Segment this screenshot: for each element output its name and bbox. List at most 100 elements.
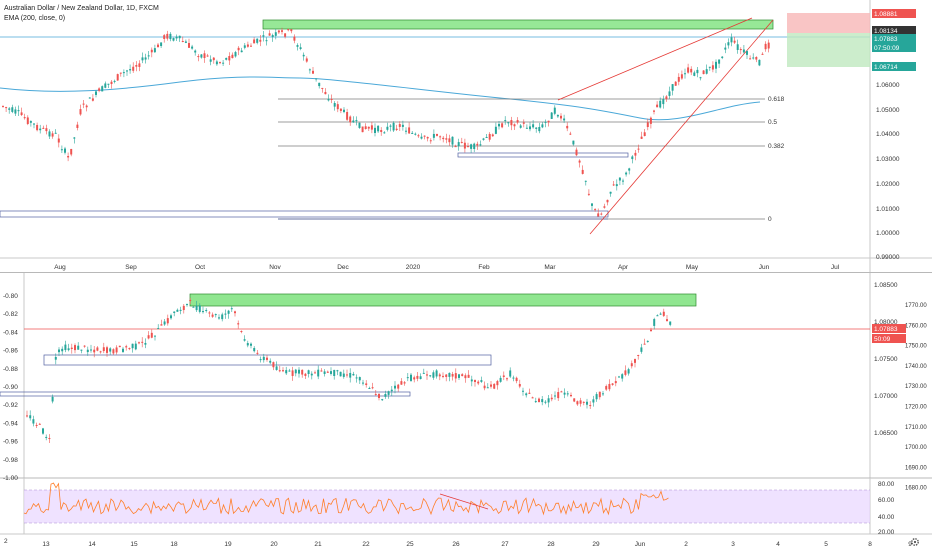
- candle-body: [674, 81, 677, 86]
- candle-body: [445, 138, 448, 140]
- right-axis-label: 1730.00: [905, 384, 927, 390]
- candle-body: [355, 120, 358, 122]
- candle-body: [73, 137, 76, 139]
- candle-body: [665, 96, 668, 99]
- candle-body: [70, 347, 73, 349]
- candle-body: [54, 356, 57, 360]
- candle-body: [96, 347, 99, 351]
- candle-body: [575, 149, 578, 156]
- candle-body: [386, 126, 389, 130]
- candle-body: [79, 109, 82, 115]
- candle-body: [490, 384, 492, 387]
- candle-body: [110, 81, 113, 85]
- rsi-axis-label: 40.00: [878, 514, 895, 521]
- fib-level-label: 0.618: [768, 96, 785, 103]
- candle-body: [687, 67, 690, 73]
- candle-body: [544, 401, 547, 403]
- candle-body: [144, 57, 147, 60]
- secondary-chart-svg[interactable]: -0.80 -0.82 -0.84 -0.86 -0.88 -0.90 -0.92 -0.94…: [0, 273, 932, 550]
- main-chart-pane[interactable]: 1.06000 1.05000 1.04000 1.03000 1.02000 1.010…: [0, 0, 932, 272]
- candle-body: [271, 35, 274, 38]
- candle-body: [680, 74, 683, 79]
- candle-body: [699, 77, 702, 79]
- candle-body: [582, 401, 585, 403]
- candle-body: [250, 45, 252, 47]
- candle-body: [640, 347, 643, 352]
- candle-body: [417, 135, 420, 137]
- candle-body: [20, 112, 23, 116]
- candle-body: [643, 132, 646, 137]
- candle-body: [301, 369, 304, 375]
- candle-body: [355, 377, 358, 379]
- candle-body: [634, 359, 636, 363]
- candle-body: [761, 53, 764, 55]
- candle-body: [522, 122, 525, 124]
- candle-body: [435, 370, 438, 377]
- candle-body: [243, 339, 246, 341]
- candle-body: [597, 213, 600, 217]
- time-axis-label: 14: [88, 541, 96, 548]
- candle-body: [29, 121, 32, 123]
- candle-body: [371, 387, 374, 389]
- candle-body: [671, 84, 674, 91]
- candle-body: [256, 38, 259, 43]
- candle-body: [221, 314, 224, 320]
- rsi-line: [23, 482, 669, 516]
- candle-body: [499, 377, 502, 382]
- candle-body: [48, 438, 51, 440]
- price-tag-bg: [872, 9, 916, 18]
- time-axis-label: 2020: [406, 264, 421, 271]
- right-axis-label: 1720.00: [905, 405, 927, 411]
- candle-body: [95, 91, 97, 95]
- left-axis-label: -0.98: [3, 457, 18, 464]
- candle-body: [101, 86, 104, 92]
- candle-body: [528, 392, 531, 394]
- main-chart-svg[interactable]: 1.06000 1.05000 1.04000 1.03000 1.02000 1.010…: [0, 0, 932, 272]
- candle-body: [17, 110, 20, 112]
- candle-body: [82, 103, 85, 105]
- ema-indicator-label: EMA (200, close, 0): [4, 15, 66, 22]
- candle-body: [5, 107, 8, 109]
- candle-body: [516, 120, 519, 123]
- candle-body: [346, 374, 348, 376]
- gear-icon-center[interactable]: [913, 540, 917, 544]
- gear-icon[interactable]: [911, 538, 919, 546]
- candle-body: [557, 392, 560, 399]
- candle-body: [202, 311, 204, 313]
- candle-body: [512, 377, 515, 379]
- candle-body: [23, 117, 26, 119]
- candle-body: [401, 124, 404, 127]
- candle-body: [125, 346, 128, 348]
- candle-body: [157, 44, 159, 48]
- price-axis-label: 1.00000: [876, 230, 900, 237]
- candle-body: [310, 373, 313, 376]
- candle-body: [253, 39, 256, 44]
- candle-body: [336, 104, 339, 110]
- candle-body: [317, 369, 320, 377]
- candle-body: [214, 314, 217, 316]
- candle-body: [392, 122, 395, 131]
- time-axis-label: May: [686, 264, 699, 271]
- candle-body: [169, 33, 172, 40]
- secondary-chart-pane[interactable]: -0.80 -0.82 -0.84 -0.86 -0.88 -0.90 -0.92 -0.94…: [0, 273, 932, 550]
- candle-body: [64, 344, 67, 351]
- candle-body: [479, 144, 482, 146]
- price-axis-label: 1.03000: [876, 156, 900, 163]
- candle-body: [67, 348, 70, 351]
- right-axis-label: 1710.00: [905, 425, 927, 431]
- candle-body: [445, 374, 448, 377]
- candle-body: [646, 340, 649, 342]
- candle-body: [378, 393, 380, 399]
- time-axis-label: Apr: [618, 264, 629, 271]
- candle-body: [231, 54, 234, 59]
- candle-body: [653, 319, 656, 326]
- symbol-title: Australian Dollar / New Zealand Dollar, …: [4, 5, 159, 12]
- candle-body: [77, 345, 80, 350]
- gear-icon-outer[interactable]: [911, 538, 919, 546]
- candle-body: [581, 169, 584, 174]
- candle-body: [2, 105, 4, 107]
- candle-body: [476, 143, 479, 146]
- candle-body: [367, 126, 370, 129]
- candle-body: [298, 369, 300, 374]
- candle-body: [534, 401, 537, 403]
